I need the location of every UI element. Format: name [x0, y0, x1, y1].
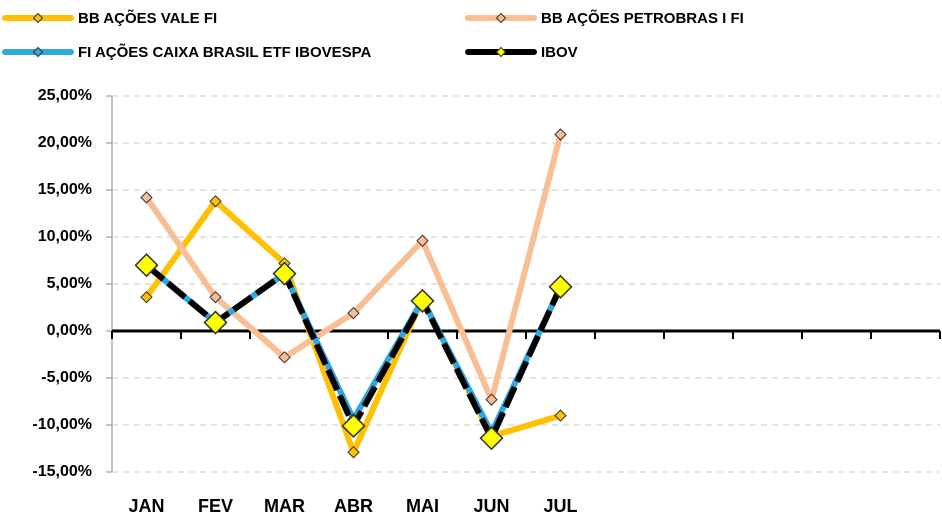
marker [554, 409, 567, 422]
legend-label: BB AÇÕES PETROBRAS I FI [541, 9, 744, 27]
marker [479, 426, 504, 451]
x-tick-label: ABR [334, 496, 373, 516]
x-tick-label: JUL [543, 496, 577, 516]
x-tick-label: JUN [473, 496, 509, 516]
marker [410, 288, 435, 313]
x-tick-label: JAN [128, 496, 164, 516]
marker [416, 234, 429, 247]
marker [209, 195, 222, 208]
y-tick-label: 25,00% [38, 87, 92, 104]
marker [134, 253, 159, 278]
marker [272, 261, 297, 286]
x-tick-label: FEV [198, 496, 233, 516]
legend-marker [495, 46, 507, 58]
y-tick-label: -15,00% [32, 463, 92, 480]
legend-marker [32, 46, 44, 58]
legend-label: BB AÇÕES VALE FI [78, 9, 217, 27]
marker [203, 310, 228, 335]
marker [548, 274, 573, 299]
y-tick-label: 20,00% [38, 134, 92, 151]
marker [140, 191, 153, 204]
y-tick-label: -10,00% [32, 416, 92, 433]
y-tick-label: 5,00% [47, 275, 92, 292]
marker [140, 290, 153, 304]
y-tick-label: -5,00% [41, 369, 92, 386]
legend-marker [32, 12, 44, 24]
marker [347, 306, 360, 320]
marker [485, 393, 498, 406]
y-tick-label: 0,00% [47, 322, 92, 339]
x-tick-label: MAI [406, 496, 439, 516]
x-tick-label: MAR [264, 496, 305, 516]
marker [278, 351, 291, 364]
marker [347, 446, 360, 459]
marker [209, 290, 222, 304]
marker [341, 413, 366, 439]
y-tick-label: 10,00% [38, 228, 92, 245]
series-line [144, 133, 564, 403]
legend-marker [495, 12, 507, 24]
y-tick-label: 15,00% [38, 181, 92, 198]
legend-label: FI AÇÕES CAIXA BRASIL ETF IBOVESPA [78, 43, 372, 61]
legend-label: IBOV [541, 44, 578, 61]
marker [554, 128, 567, 141]
